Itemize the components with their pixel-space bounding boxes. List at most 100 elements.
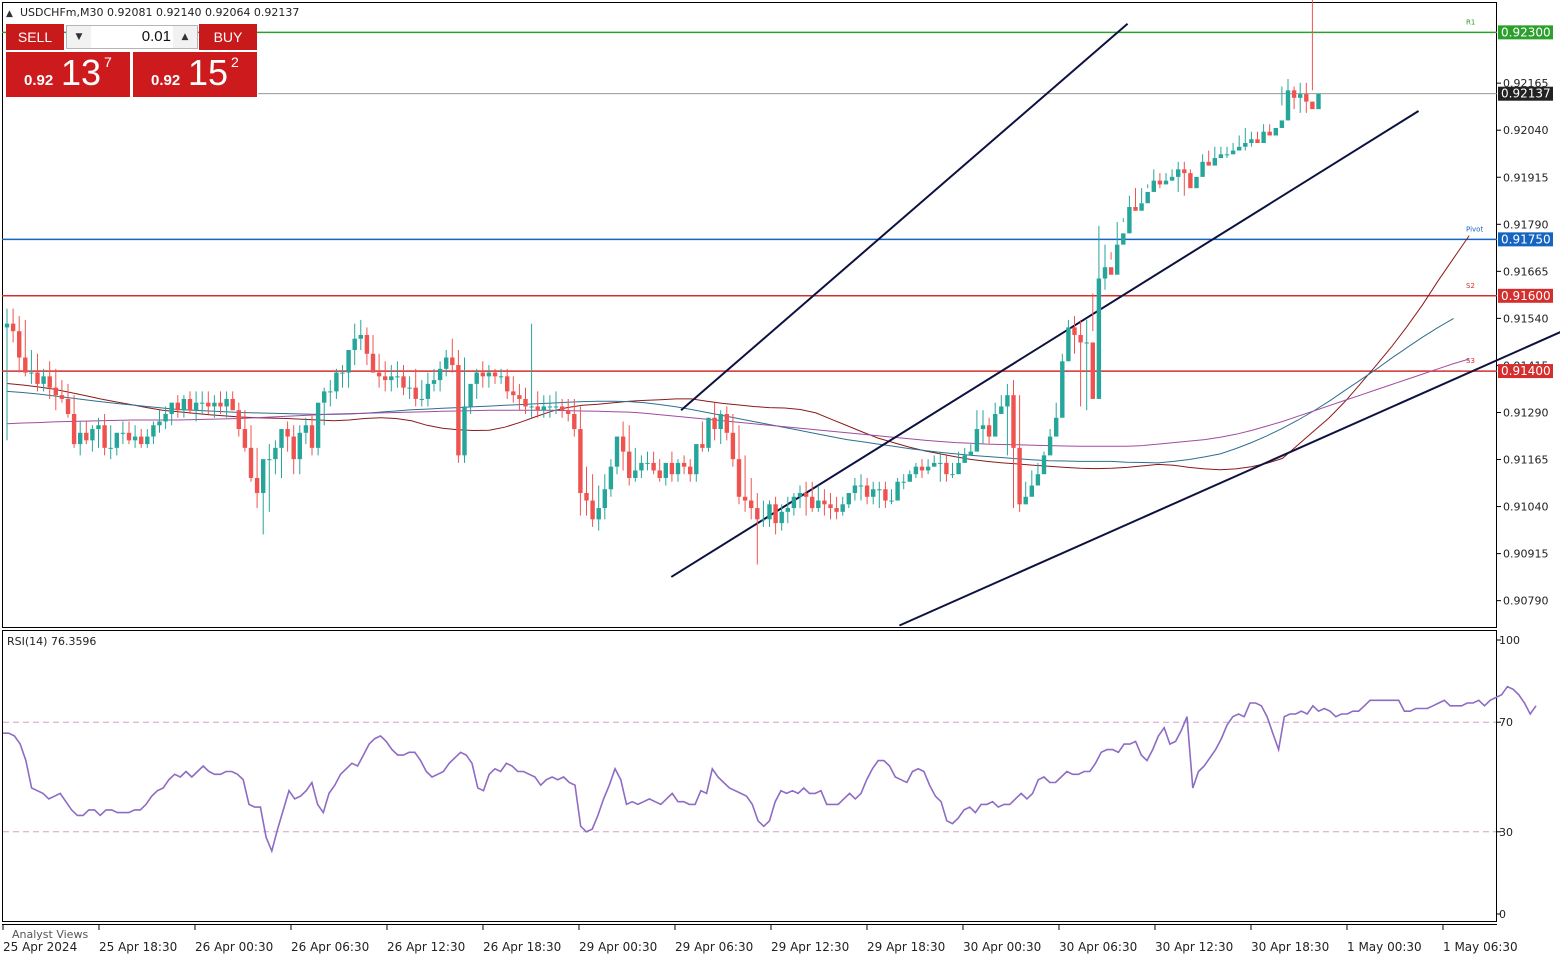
volume-increase-icon[interactable]: ▲ (173, 26, 197, 48)
candle-body (1102, 267, 1108, 279)
candle-body (96, 425, 101, 430)
candle-body (688, 466, 693, 475)
time-tick-label: 29 Apr 06:30 (675, 940, 753, 954)
candle-body (358, 334, 363, 339)
candle-body (322, 391, 327, 403)
candle-body (932, 462, 937, 467)
candle-body (1157, 180, 1163, 185)
candle-body (566, 410, 571, 414)
level-tag-s2-box (1498, 288, 1553, 303)
main-chart-frame (2, 2, 1497, 628)
candle-body (1176, 169, 1181, 177)
candle-body (694, 444, 699, 475)
candle-body (59, 395, 65, 399)
volume-decrease-icon[interactable]: ▼ (67, 26, 91, 48)
candle-body (511, 391, 516, 396)
candle-body (364, 334, 370, 354)
sell-button[interactable]: SELL (6, 24, 64, 50)
candle-body (810, 496, 815, 509)
candle-body (712, 417, 717, 430)
candle-body (261, 459, 266, 494)
price-tick-label: 0.91540 (1503, 312, 1549, 325)
candle-body (608, 466, 614, 490)
candle-body (596, 508, 601, 520)
candle-body (1139, 203, 1144, 211)
level-tag-pivot-box (1498, 232, 1553, 247)
moving-average-line-3 (6, 358, 1470, 447)
level-tag-s2: 0.91600 (1498, 288, 1553, 303)
buy-button[interactable]: BUY (199, 24, 257, 50)
candle-body (663, 462, 668, 478)
candle-body (486, 372, 492, 377)
candle-body (1224, 154, 1230, 156)
candle-body (846, 493, 851, 505)
volume-field[interactable]: ▼ 0.01 ▲ (66, 25, 198, 49)
volume-value[interactable]: 0.01 (141, 28, 171, 45)
current-price-tag-label: 0.92137 (1501, 87, 1551, 101)
buy-price-prefix: 0.92 (151, 72, 181, 89)
candlesticks (4, 0, 1321, 565)
candle-body (10, 323, 16, 332)
candle-body (871, 489, 876, 497)
time-tick-label: 26 Apr 18:30 (483, 940, 561, 954)
candle-body (1298, 94, 1303, 98)
one-click-trading-panel: SELL ▼ 0.01 ▲ BUY 0.92 13 7 0.92 15 2 (6, 24, 258, 98)
candle-body (102, 425, 107, 448)
candle-body (376, 372, 382, 377)
candle-body (1072, 327, 1077, 335)
candle-body (883, 489, 888, 501)
candle-body (4, 323, 10, 328)
sell-price[interactable]: 0.92 13 7 (6, 52, 130, 97)
candle-body (767, 504, 772, 520)
price-tick-label: 0.91915 (1503, 171, 1549, 184)
candle-body (370, 353, 376, 373)
candle-body (1230, 150, 1236, 155)
candle-body (944, 462, 949, 475)
candle-body (614, 436, 620, 467)
candle-body (803, 493, 809, 497)
candle-body (23, 357, 28, 373)
candle-body (1249, 139, 1254, 144)
current-price-tag: 0.92137 (1498, 86, 1553, 101)
candle-body (35, 372, 40, 384)
symbol-info: USDCHFm,M30 0.92081 0.92140 0.92064 0.92… (20, 6, 299, 19)
buy-price[interactable]: 0.92 15 2 (133, 52, 257, 97)
level-tag-pivot-label: 0.91750 (1501, 232, 1551, 246)
candle-body (303, 425, 309, 433)
candle-body (761, 519, 766, 521)
candle-body (1133, 206, 1138, 211)
candle-body (669, 462, 675, 475)
candle-body (572, 413, 577, 430)
candle-body (822, 500, 827, 505)
level-name-s2: S2 (1466, 282, 1475, 290)
candle-body (730, 432, 736, 460)
candle-body (1194, 176, 1199, 189)
candle-body (1200, 161, 1205, 177)
candle-body (1273, 127, 1278, 136)
time-tick-label: 30 Apr 12:30 (1155, 940, 1233, 954)
candle-body (1206, 161, 1211, 166)
candle-body (41, 376, 46, 384)
candle-body (1005, 395, 1010, 407)
candle-body (590, 500, 595, 520)
candle-body (1066, 327, 1071, 362)
candle-body (1145, 191, 1150, 204)
rsi-title: RSI(14) 76.3596 (7, 635, 96, 648)
candle-body (425, 383, 431, 399)
time-tick-label: 1 May 06:30 (1443, 940, 1518, 954)
rsi-tick-label: 0 (1499, 908, 1506, 921)
level-name-pivot: Pivot (1466, 225, 1483, 233)
level-tag-r1-label: 0.92300 (1501, 25, 1551, 39)
candle-body (657, 470, 662, 478)
candle-body (779, 511, 784, 524)
candle-body (108, 447, 113, 449)
candle-body (852, 485, 858, 494)
candle-body (120, 432, 126, 434)
candle-body (541, 406, 546, 411)
time-tick-label: 30 Apr 18:30 (1251, 940, 1329, 954)
candle-body (1078, 334, 1083, 343)
price-tick-label: 0.92040 (1503, 124, 1549, 137)
candle-body (90, 429, 95, 441)
candle-body (1115, 244, 1120, 275)
